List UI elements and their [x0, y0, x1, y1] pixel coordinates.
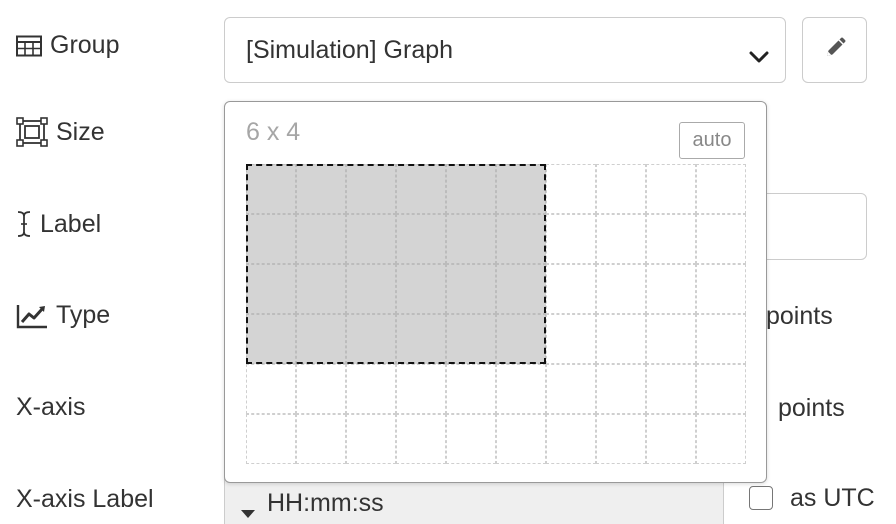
size-grid-cell[interactable] — [546, 364, 596, 414]
type-label-text: Type — [56, 301, 111, 329]
size-grid-cell[interactable] — [596, 264, 646, 314]
size-grid-cell[interactable] — [296, 414, 346, 464]
size-grid-cell[interactable] — [346, 414, 396, 464]
size-grid-cell[interactable] — [646, 214, 696, 264]
size-grid-cell[interactable] — [446, 364, 496, 414]
size-grid-cell[interactable] — [696, 214, 746, 264]
group-select[interactable]: [Simulation] Graph — [224, 17, 786, 83]
size-grid-cell[interactable] — [396, 414, 446, 464]
text-cursor-icon — [16, 209, 32, 239]
size-grid-cell[interactable] — [546, 264, 596, 314]
size-grid-cell[interactable] — [496, 414, 546, 464]
chevron-down-icon — [749, 42, 769, 71]
auto-size-button-label: auto — [692, 129, 732, 151]
size-grid-cell[interactable] — [296, 364, 346, 414]
label-label-text: Label — [40, 209, 102, 238]
size-grid-cell[interactable] — [696, 414, 746, 464]
size-grid-cell[interactable] — [596, 214, 646, 264]
size-grid-cell[interactable] — [546, 414, 596, 464]
size-grid-cell[interactable] — [696, 164, 746, 214]
size-grid-cell[interactable] — [546, 164, 596, 214]
size-grid-cell[interactable] — [246, 414, 296, 464]
size-frame-icon — [16, 117, 48, 147]
size-grid-cell[interactable] — [346, 364, 396, 414]
size-grid-cell[interactable] — [396, 364, 446, 414]
xaxis-label-label-text: X-axis Label — [16, 485, 154, 513]
size-grid-cell[interactable] — [696, 264, 746, 314]
auto-size-button[interactable]: auto — [679, 122, 745, 159]
xaxis-label-format-input[interactable]: HH:mm:ss — [224, 478, 724, 524]
size-grid-cell[interactable] — [596, 414, 646, 464]
xaxis-row-label: X-axis — [16, 393, 85, 422]
type-points-text: points — [766, 302, 833, 330]
size-grid-cell[interactable] — [646, 314, 696, 364]
xaxis-points-text: points — [778, 394, 845, 422]
size-grid-cell[interactable] — [546, 314, 596, 364]
size-grid-cell[interactable] — [646, 414, 696, 464]
type-row-label: Type — [16, 301, 110, 330]
edit-group-button[interactable] — [802, 17, 867, 83]
size-grid-cell[interactable] — [246, 364, 296, 414]
pencil-icon — [824, 37, 846, 64]
size-grid-cell[interactable] — [596, 364, 646, 414]
size-grid[interactable] — [246, 164, 746, 464]
group-select-value: [Simulation] Graph — [246, 35, 454, 64]
size-grid-cell[interactable] — [596, 164, 646, 214]
size-grid-cell[interactable] — [546, 214, 596, 264]
size-readout: 6 x 4 — [246, 118, 301, 146]
group-row-label: Group — [16, 31, 119, 60]
as-utc-checkbox[interactable] — [749, 486, 773, 510]
table-icon — [16, 35, 42, 57]
xaxis-label-row-label: X-axis Label — [16, 485, 154, 514]
size-grid-cell[interactable] — [696, 364, 746, 414]
size-grid-cell[interactable] — [496, 364, 546, 414]
size-grid-cell[interactable] — [596, 314, 646, 364]
xaxis-label-format-value: HH:mm:ss — [267, 489, 384, 517]
xaxis-label-text: X-axis — [16, 393, 86, 421]
label-row-label: Label — [16, 209, 101, 239]
group-label-text: Group — [50, 31, 120, 59]
size-grid-cell[interactable] — [646, 164, 696, 214]
size-label-text: Size — [56, 117, 105, 146]
size-row-label: Size — [16, 117, 105, 147]
size-grid-cell[interactable] — [646, 264, 696, 314]
as-utc-label: as UTC — [790, 484, 875, 512]
size-grid-cell[interactable] — [446, 414, 496, 464]
size-grid-cell[interactable] — [696, 314, 746, 364]
size-selection-rect — [246, 164, 546, 364]
caret-down-icon[interactable] — [239, 498, 257, 524]
size-picker-popover: 6 x 4 auto — [224, 101, 767, 483]
size-grid-cell[interactable] — [646, 364, 696, 414]
line-chart-icon — [16, 303, 48, 329]
